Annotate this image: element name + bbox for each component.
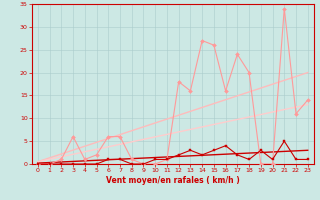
X-axis label: Vent moyen/en rafales ( km/h ): Vent moyen/en rafales ( km/h ): [106, 176, 240, 185]
